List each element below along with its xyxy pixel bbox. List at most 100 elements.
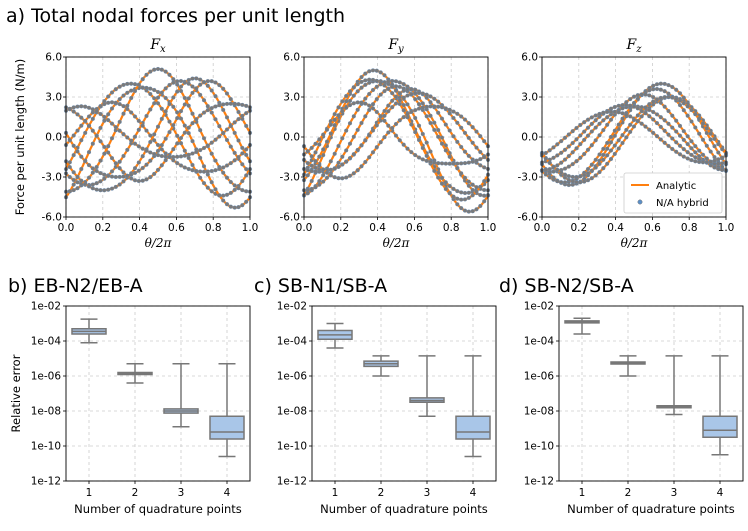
hybrid-point — [132, 170, 138, 175]
hybrid-point — [628, 103, 633, 108]
hybrid-point — [228, 97, 233, 102]
hybrid-point — [401, 88, 406, 93]
hybrid-point — [340, 154, 345, 159]
hybrid-point — [443, 106, 448, 111]
x-tick-label: 3 — [671, 487, 678, 499]
hybrid-point — [478, 149, 483, 155]
hybrid-point — [462, 175, 468, 180]
hybrid-point — [635, 93, 640, 98]
hybrid-point — [466, 153, 471, 158]
hybrid-point — [86, 123, 92, 128]
hybrid-point — [363, 159, 368, 165]
hybrid-point — [551, 155, 556, 160]
hybrid-point — [90, 128, 95, 133]
hybrid-point — [321, 167, 326, 172]
hybrid-point — [94, 187, 99, 192]
hybrid-point — [386, 109, 391, 114]
hybrid-point — [455, 196, 460, 201]
hybrid-point — [328, 167, 333, 172]
hybrid-point — [647, 102, 652, 107]
hybrid-point — [98, 188, 103, 193]
hybrid-point — [720, 155, 725, 160]
hybrid-point — [428, 113, 433, 118]
hybrid-point — [94, 181, 99, 186]
hybrid-point — [681, 147, 686, 152]
hybrid-point — [167, 72, 172, 77]
hybrid-point — [106, 94, 111, 99]
hybrid-point — [612, 151, 617, 156]
hybrid-point — [240, 151, 245, 156]
hybrid-point — [708, 149, 713, 154]
hybrid-point — [71, 133, 76, 138]
hybrid-point — [221, 86, 226, 91]
hybrid-point — [186, 77, 191, 83]
hybrid-point — [129, 81, 134, 86]
hybrid-point — [336, 105, 341, 110]
figure-title: a) Total nodal forces per unit length — [6, 5, 345, 27]
hybrid-point — [674, 140, 679, 145]
hybrid-point — [336, 176, 341, 181]
hybrid-point — [336, 113, 341, 118]
y-tick-label: 1e-08 — [277, 406, 307, 418]
hybrid-point — [359, 85, 364, 90]
hybrid-point — [86, 105, 92, 110]
hybrid-point — [424, 140, 429, 145]
x-tick-label: 1.0 — [242, 222, 259, 234]
hybrid-point — [140, 146, 145, 151]
hybrid-point — [132, 114, 138, 119]
y-tick-label: 1e-10 — [277, 441, 307, 453]
hybrid-point — [551, 177, 556, 182]
hybrid-point — [305, 187, 310, 193]
hybrid-point — [409, 86, 414, 92]
hybrid-point — [374, 78, 379, 83]
hybrid-point — [228, 204, 233, 209]
hybrid-point — [106, 100, 111, 105]
hybrid-point — [585, 125, 591, 130]
hybrid-point — [317, 163, 322, 168]
hybrid-point — [332, 123, 337, 128]
hybrid-point — [148, 69, 153, 74]
hybrid-point — [344, 159, 349, 164]
hybrid-point — [201, 169, 207, 174]
hybrid-point — [370, 106, 376, 111]
hybrid-point — [213, 187, 218, 192]
hybrid-point — [236, 102, 241, 107]
hybrid-point — [167, 130, 172, 135]
hybrid-point — [436, 134, 441, 139]
hybrid-point — [344, 148, 349, 153]
hybrid-point — [585, 133, 591, 138]
hybrid-point — [589, 121, 594, 126]
hybrid-point — [405, 102, 410, 107]
hybrid-point — [647, 114, 652, 119]
hybrid-point — [666, 94, 671, 100]
hybrid-point — [355, 107, 360, 112]
hybrid-point — [658, 137, 663, 142]
hybrid-point — [71, 109, 76, 114]
hybrid-point — [432, 127, 437, 132]
hybrid-point — [593, 125, 598, 130]
hybrid-point — [121, 153, 126, 159]
hybrid-point — [340, 109, 345, 114]
hybrid-point — [712, 144, 717, 149]
hybrid-point — [163, 109, 168, 114]
hybrid-point — [140, 154, 145, 159]
hybrid-point — [359, 75, 364, 80]
hybrid-point — [347, 103, 353, 108]
hybrid-point — [447, 183, 452, 189]
hybrid-point — [432, 96, 437, 101]
hybrid-point — [106, 150, 111, 155]
hybrid-point — [86, 175, 92, 180]
hybrid-point — [482, 187, 487, 193]
hybrid-point — [236, 117, 241, 122]
hybrid-point — [428, 159, 433, 164]
hybrid-point — [121, 170, 126, 175]
hybrid-point — [397, 138, 402, 143]
hybrid-point — [217, 83, 222, 88]
x-tick-label: 0.2 — [94, 222, 111, 234]
hybrid-point — [86, 184, 92, 189]
hybrid-point — [674, 149, 679, 154]
hybrid-point — [109, 169, 115, 174]
hybrid-point — [359, 164, 364, 169]
hybrid-point — [474, 207, 479, 212]
hybrid-point — [367, 133, 372, 138]
